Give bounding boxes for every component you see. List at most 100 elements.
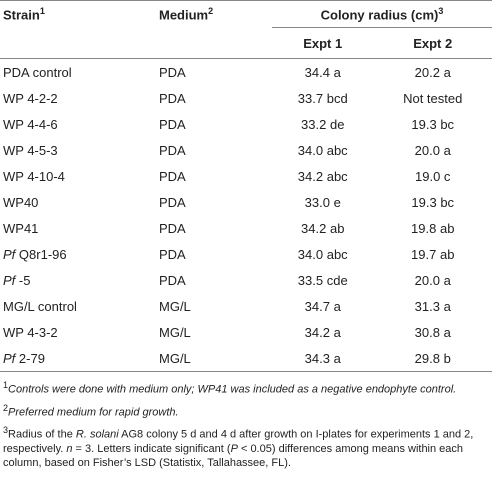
expt2-cell: 29.8 b [373, 345, 492, 372]
strain-name: WP 4-5-3 [3, 142, 58, 158]
strain-name: WP40 [3, 194, 39, 210]
strain-cell: PDA control [0, 59, 156, 86]
expt1-cell: 33.7 bcd [297, 90, 348, 106]
table-row: WP 4-5-3 PDA 34.0 abc 20.0 a [0, 137, 492, 163]
table-row: Pf 2-79 MG/L 34.3 a 29.8 b [0, 345, 492, 372]
expt2-cell: Not tested [403, 90, 463, 106]
expt1-cell: 33.5 cde [297, 272, 348, 288]
footnote-mark: 2 [3, 402, 9, 413]
header-row: Strain1 Medium2 Colony radius (cm)3 [0, 0, 492, 28]
medium-cell: MG/L [159, 298, 191, 314]
strain-cell: WP40 [0, 189, 156, 215]
expt2-cell: 19.3 bc [411, 194, 455, 210]
expt2-cell: 19.8 ab [411, 220, 455, 236]
header-row: Expt 1 Expt 2 [0, 27, 492, 59]
footnote-text: AG8 colony 5 d and 4 d after growth on I… [3, 428, 474, 455]
strain-name: WP 4-3-2 [3, 324, 58, 340]
data-table: Strain1 Medium2 Colony radius (cm)3 Expt… [0, 0, 492, 372]
strain-cell: WP 4-5-3 [0, 137, 156, 163]
expt2-cell: 20.0 a [414, 272, 451, 288]
strain-cell: MG/L control [0, 293, 156, 319]
medium-cell: MG/L [156, 345, 272, 372]
medium-cell: PDA [159, 142, 186, 158]
table-row: Pf -5 PDA 33.5 cde 20.0 a [0, 267, 492, 293]
footnote-text: n [66, 442, 73, 455]
expt1-cell: 34.2 a [304, 324, 341, 340]
strain-cell: WP 4-3-2 [0, 319, 156, 345]
expt2-cell: 31.3 a [414, 298, 451, 314]
strain-cell: WP 4-4-6 [0, 111, 156, 137]
strain-cell: Pf Q8r1-96 [0, 241, 156, 267]
footnote-text: Preferred medium for rapid growth. [8, 406, 179, 419]
strain-name: MG/L control [3, 298, 77, 314]
header-text: Strain [3, 7, 40, 23]
footnote-text: R. solani [75, 428, 119, 441]
strain-cell: WP 4-10-4 [0, 163, 156, 189]
expt1-cell: 34.0 abc [297, 142, 348, 158]
strain-name: 2-79 [18, 350, 45, 366]
medium-cell: PDA [159, 168, 186, 184]
expt1-cell: 33.2 de [301, 116, 345, 132]
header-cell: Strain1 [0, 0, 156, 28]
strain-cell: Pf -5 [0, 267, 156, 293]
footnote: 3Radius of the R. solani AG8 colony 5 d … [3, 423, 489, 470]
strain-name: WP41 [3, 220, 39, 236]
footnote-mark: 1 [3, 380, 9, 390]
footnote-text: Radius of the [8, 428, 76, 441]
medium-cell: MG/L [159, 324, 191, 340]
footnote-ref: 1 [39, 6, 45, 17]
strain-genus: Pf [3, 246, 16, 262]
expt2-cell: 19.0 c [415, 168, 451, 184]
expt1-cell: 34.3 a [272, 345, 374, 372]
table-header: Strain1 Medium2 Colony radius (cm)3 Expt… [0, 0, 492, 59]
header-cell [0, 27, 156, 59]
footnote-text: P [230, 442, 238, 455]
strain-name: WP 4-4-6 [3, 116, 58, 132]
medium-cell: PDA [159, 90, 186, 106]
footnote: 2Preferred medium for rapid growth. [3, 401, 489, 420]
medium-cell: PDA [159, 272, 186, 288]
medium-cell: PDA [159, 116, 186, 132]
strain-name: -5 [18, 272, 31, 288]
strain-cell: Pf 2-79 [0, 345, 156, 372]
expt1-cell: 34.7 a [304, 298, 341, 314]
header-cell: Medium2 [156, 0, 272, 28]
footnote-ref: 2 [208, 6, 214, 17]
expt1-cell: 33.0 e [304, 194, 341, 210]
table-row: WP 4-4-6 PDA 33.2 de 19.3 bc [0, 111, 492, 137]
footnote-ref: 3 [438, 5, 444, 16]
header-cell [156, 27, 272, 59]
expt1-cell: 34.0 abc [297, 246, 348, 262]
table-body: PDA control PDA 34.4 a 20.2 a WP 4-2-2 PDA 33.… [0, 59, 492, 372]
table-row: WP 4-2-2 PDA 33.7 bcd Not tested [0, 85, 492, 111]
expt2-cell: 20.0 a [414, 142, 451, 158]
header-cell: Colony radius (cm)3 [272, 0, 492, 28]
strain-name: WP 4-2-2 [3, 90, 58, 106]
expt1-cell: 34.2 abc [297, 168, 348, 184]
footnote-mark: 3 [3, 425, 9, 436]
table-row: WP40 PDA 33.0 e 19.3 bc [0, 189, 492, 215]
expt2-cell: 19.3 bc [411, 116, 455, 132]
footnote-text: < 0.05) differences among means within e… [3, 442, 464, 469]
strain-cell: WP 4-2-2 [0, 85, 156, 111]
strain-name: Q8r1-96 [18, 246, 67, 262]
strain-genus: Pf [3, 350, 16, 366]
medium-cell: PDA [159, 220, 186, 236]
table-row: WP41 PDA 34.2 ab 19.8 ab [0, 215, 492, 241]
table-row: Pf Q8r1-96 PDA 34.0 abc 19.7 ab [0, 241, 492, 267]
expt1-cell: 34.2 ab [301, 220, 345, 236]
expt2-cell: 30.8 a [414, 324, 451, 340]
footnote-text: Controls were done with medium only; WP4… [8, 383, 457, 396]
expt2-cell: 20.2 a [414, 64, 451, 80]
medium-cell: PDA [159, 246, 186, 262]
table-row: WP 4-10-4 PDA 34.2 abc 19.0 c [0, 163, 492, 189]
strain-name: PDA control [3, 64, 72, 80]
strain-name: WP 4-10-4 [3, 168, 65, 184]
expt1-cell: 34.4 a [304, 64, 341, 80]
expt2-cell: 19.7 ab [411, 246, 455, 262]
medium-cell: PDA [159, 194, 186, 210]
header-text: Colony radius (cm) [320, 7, 439, 23]
footnote-text: = 3. Letters indicate significant ( [72, 442, 231, 455]
table-row: MG/L control MG/L 34.7 a 31.3 a [0, 293, 492, 319]
